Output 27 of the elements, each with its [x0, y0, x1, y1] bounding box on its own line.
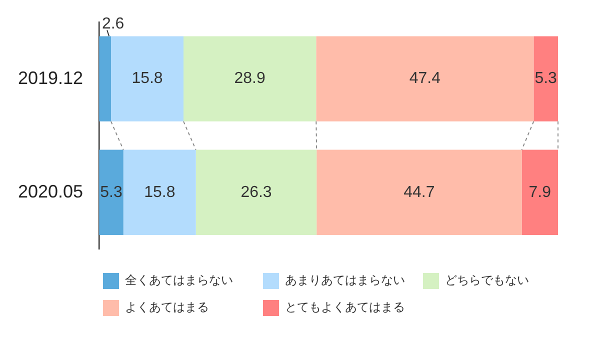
data-label: 5.3: [534, 70, 558, 88]
legend-label: 全くあてはまらない: [125, 272, 233, 289]
bar: [316, 150, 522, 235]
bar: [99, 36, 111, 122]
bar: [196, 150, 317, 235]
data-label: 2.6: [102, 16, 124, 33]
data-label: 7.9: [528, 184, 552, 201]
data-label: 26.3: [240, 184, 272, 201]
bar: [534, 36, 558, 122]
data-label: 44.7: [404, 184, 435, 201]
y-tick-label: 2020.05: [18, 181, 84, 202]
legend-label: とてもよくあてはまる: [285, 299, 405, 316]
y-tick-label: 2019.12: [18, 68, 84, 88]
data-label: 15.8: [144, 184, 176, 201]
legend-label: よくあてはまる: [125, 299, 209, 316]
data-label: 5.3: [100, 184, 122, 201]
data-label: 15.8: [132, 70, 163, 88]
bar: [99, 150, 124, 235]
bar: [522, 150, 558, 235]
data-label: 28.9: [234, 70, 266, 88]
bar: [316, 36, 534, 122]
bar: [123, 150, 196, 235]
legend-label: どちらでもない: [445, 272, 529, 289]
bar: [184, 36, 316, 122]
data-label: 47.4: [409, 70, 441, 88]
bar: [111, 36, 184, 122]
legend-label: あまりあてはまらない: [285, 272, 405, 289]
